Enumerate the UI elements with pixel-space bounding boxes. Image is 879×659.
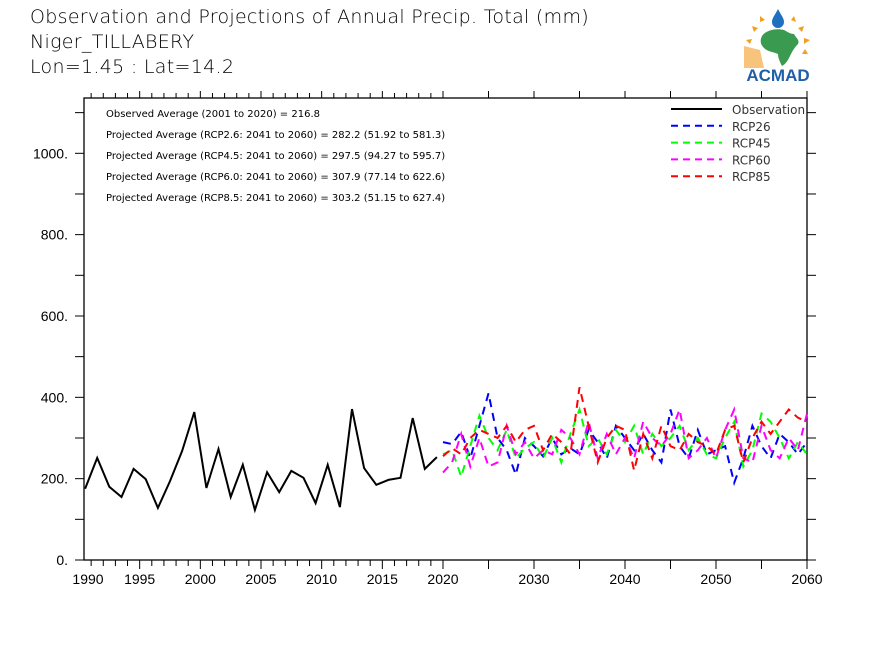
legend-item-rcp60: RCP60 — [671, 153, 771, 167]
y-tick-label: 1000. — [33, 145, 68, 161]
chart-title: Observation and Projections of Annual Pr… — [30, 6, 589, 28]
x-tick-label: 1995 — [124, 571, 155, 587]
acmad-logo: ACMAD — [744, 9, 810, 84]
annotation-3: Projected Average (RCP6.0: 2041 to 2060)… — [106, 172, 445, 183]
legend-label: Observation — [732, 103, 805, 117]
line-rcp45 — [442, 406, 808, 480]
series-lines — [84, 386, 808, 514]
x-tick-label: 2020 — [427, 571, 458, 587]
acmad-logo-text: ACMAD — [746, 66, 809, 84]
x-tick-label: 2030 — [518, 571, 549, 587]
legend-label: RCP85 — [732, 170, 771, 184]
legend-label: RCP26 — [732, 120, 771, 134]
annotation-1: Projected Average (RCP2.6: 2041 to 2060)… — [106, 130, 445, 141]
plot-border — [83, 97, 808, 561]
legend-item-rcp45: RCP45 — [671, 137, 771, 151]
x-tick-label: 2000 — [185, 571, 216, 587]
x-tick-label: 1990 — [72, 571, 103, 587]
coordinates-label: Lon=1.45 : Lat=14.2 — [30, 56, 235, 78]
y-tick-label: 600. — [41, 308, 68, 324]
x-tick-label: 2010 — [306, 571, 337, 587]
legend-item-observation: Observation — [671, 103, 805, 117]
legend-label: RCP60 — [732, 153, 771, 167]
x-tick-label: 2005 — [245, 571, 276, 587]
series-rcp60 — [442, 405, 808, 474]
series-rcp45 — [442, 406, 808, 480]
legend: Observation RCP26 RCP45 RCP60 RCP85 — [671, 103, 805, 184]
x-tick-label: 2050 — [700, 571, 731, 587]
legend-item-rcp26: RCP26 — [671, 120, 771, 134]
legend-item-rcp85: RCP85 — [671, 170, 771, 184]
y-axis: 0. 200. 400. 600. 800. 1000. — [33, 112, 816, 568]
line-rcp85 — [442, 386, 808, 471]
x-tick-label: 2060 — [791, 571, 822, 587]
x-axis: 1990 1995 2000 2005 2010 2015 2020 2030 2040 2050… — [72, 91, 823, 587]
y-tick-label: 400. — [41, 389, 68, 405]
sun-beam-icon — [744, 46, 764, 68]
africa-map-icon — [760, 29, 799, 66]
x-tick-label: 2015 — [367, 571, 398, 587]
y-tick-label: 800. — [41, 227, 68, 243]
y-tick-label: 0. — [56, 552, 68, 568]
region-label: Niger_TILLABERY — [30, 31, 195, 53]
annotation-4: Projected Average (RCP8.5: 2041 to 2060)… — [106, 193, 445, 204]
series-observation — [84, 408, 438, 514]
annotation-0: Observed Average (2001 to 2020) = 216.8 — [106, 109, 320, 120]
sun-rays-icon — [746, 16, 810, 54]
x-tick-label: 2040 — [609, 571, 640, 587]
plot-frame — [83, 97, 808, 561]
water-drop-icon — [772, 9, 784, 28]
series-rcp85 — [442, 386, 808, 471]
line-observation — [84, 408, 438, 514]
y-tick-label: 200. — [41, 471, 68, 487]
average-annotations: Observed Average (2001 to 2020) = 216.8 P… — [106, 109, 445, 204]
annotation-2: Projected Average (RCP4.5: 2041 to 2060)… — [106, 151, 445, 162]
legend-label: RCP45 — [732, 137, 771, 151]
